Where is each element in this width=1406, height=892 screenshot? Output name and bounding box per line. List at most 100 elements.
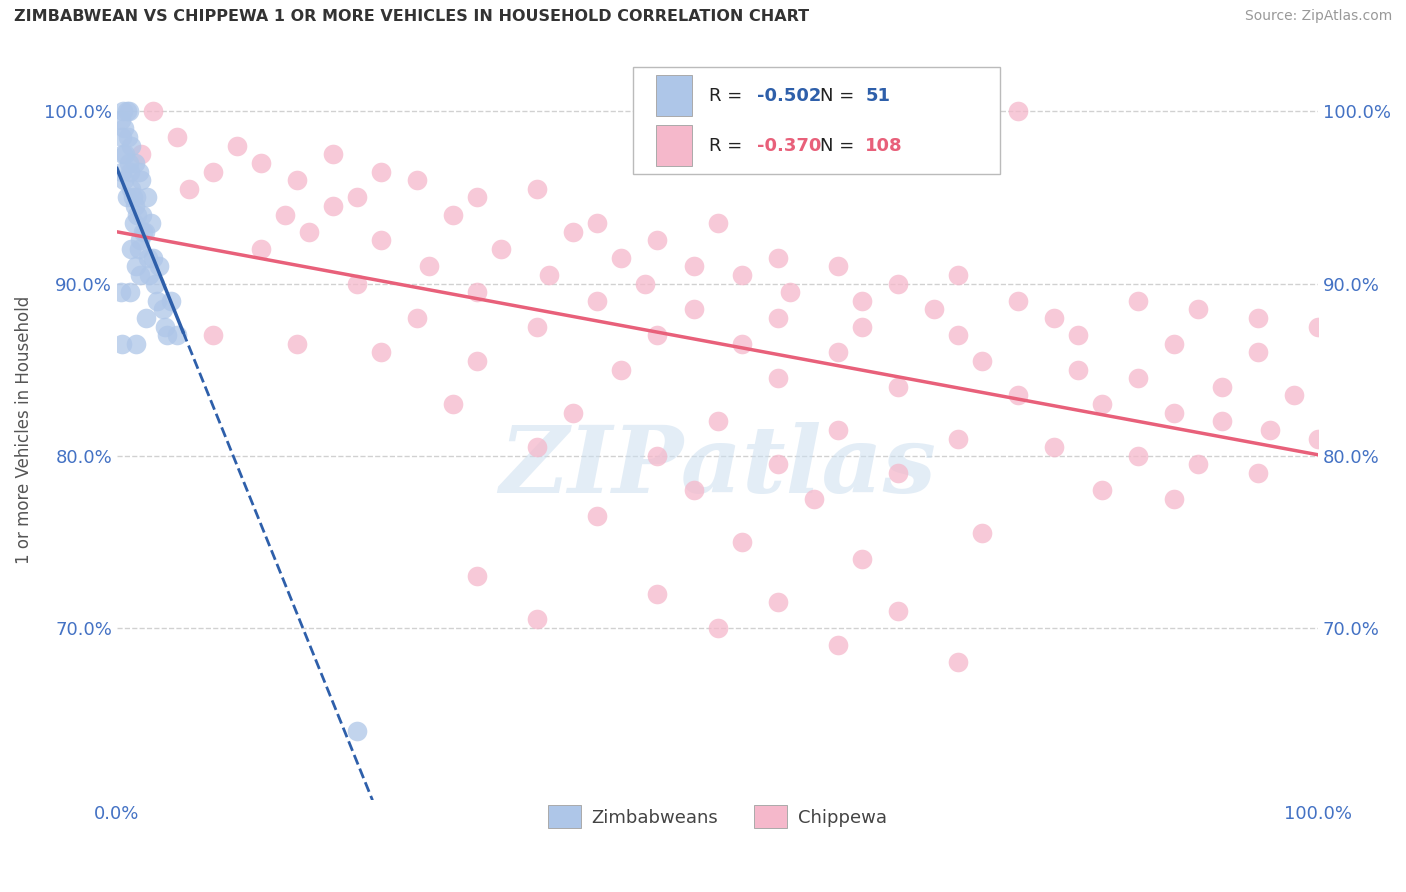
- Point: [125, 336, 148, 351]
- Point: [202, 164, 225, 178]
- Point: [491, 242, 513, 256]
- Point: [125, 260, 148, 274]
- Point: [136, 190, 159, 204]
- Point: [124, 199, 146, 213]
- Point: [766, 371, 789, 385]
- Point: [827, 345, 849, 359]
- Point: [122, 216, 145, 230]
- Point: [970, 354, 993, 368]
- Point: [136, 251, 159, 265]
- Text: R =: R =: [709, 87, 748, 104]
- Point: [120, 285, 142, 299]
- Point: [121, 190, 143, 204]
- Point: [370, 164, 392, 178]
- Point: [134, 225, 156, 239]
- Point: [803, 491, 825, 506]
- Point: [111, 130, 134, 145]
- Text: 51: 51: [865, 87, 890, 104]
- Point: [886, 604, 908, 618]
- Point: [114, 147, 136, 161]
- Point: [250, 156, 273, 170]
- Text: 108: 108: [865, 136, 903, 154]
- Point: [115, 104, 138, 119]
- Point: [946, 328, 969, 343]
- Point: [465, 354, 488, 368]
- Point: [111, 104, 134, 119]
- Point: [120, 138, 142, 153]
- Point: [1247, 310, 1270, 325]
- Point: [120, 242, 142, 256]
- Point: [128, 242, 150, 256]
- Point: [922, 302, 945, 317]
- Text: R =: R =: [709, 136, 748, 154]
- Point: [706, 216, 728, 230]
- Point: [152, 302, 174, 317]
- Text: -0.502: -0.502: [758, 87, 821, 104]
- Point: [647, 328, 669, 343]
- Point: [730, 336, 752, 351]
- Legend: Zimbabweans, Chippewa: Zimbabweans, Chippewa: [541, 798, 894, 836]
- Text: -0.370: -0.370: [758, 136, 821, 154]
- Point: [1163, 491, 1185, 506]
- Point: [526, 319, 548, 334]
- Point: [406, 310, 429, 325]
- Point: [586, 293, 609, 308]
- Point: [346, 277, 368, 291]
- Point: [1007, 104, 1029, 119]
- Point: [120, 164, 142, 178]
- Point: [128, 234, 150, 248]
- Point: [145, 277, 167, 291]
- Point: [851, 552, 873, 566]
- Point: [132, 225, 155, 239]
- Point: [142, 251, 165, 265]
- Point: [946, 432, 969, 446]
- Point: [118, 104, 141, 119]
- Point: [946, 656, 969, 670]
- Point: [766, 251, 789, 265]
- Point: [110, 112, 132, 127]
- Point: [156, 328, 179, 343]
- Point: [298, 225, 321, 239]
- Point: [160, 293, 183, 308]
- Point: [586, 216, 609, 230]
- Point: [647, 586, 669, 600]
- Point: [1308, 319, 1330, 334]
- Point: [827, 423, 849, 437]
- Point: [166, 130, 188, 145]
- Point: [112, 121, 135, 136]
- Text: ZIMBABWEAN VS CHIPPEWA 1 OR MORE VEHICLES IN HOUSEHOLD CORRELATION CHART: ZIMBABWEAN VS CHIPPEWA 1 OR MORE VEHICLE…: [14, 9, 810, 24]
- Point: [128, 164, 150, 178]
- Point: [441, 397, 464, 411]
- Point: [1126, 449, 1149, 463]
- Point: [610, 251, 633, 265]
- Point: [562, 225, 585, 239]
- Point: [1211, 380, 1233, 394]
- Point: [1211, 414, 1233, 428]
- Point: [1043, 440, 1066, 454]
- Point: [285, 336, 308, 351]
- Point: [706, 414, 728, 428]
- Point: [117, 130, 139, 145]
- Text: ZIPatlas: ZIPatlas: [499, 422, 936, 512]
- Point: [562, 406, 585, 420]
- Point: [526, 612, 548, 626]
- Point: [465, 569, 488, 583]
- Point: [142, 104, 165, 119]
- Point: [465, 190, 488, 204]
- Point: [465, 285, 488, 299]
- Point: [250, 242, 273, 256]
- Point: [886, 380, 908, 394]
- FancyBboxPatch shape: [634, 67, 1000, 175]
- Point: [1163, 336, 1185, 351]
- Point: [730, 534, 752, 549]
- Point: [1007, 388, 1029, 402]
- Point: [766, 595, 789, 609]
- Point: [647, 449, 669, 463]
- Point: [851, 293, 873, 308]
- Point: [682, 483, 704, 498]
- Point: [148, 260, 170, 274]
- Point: [274, 208, 297, 222]
- Point: [779, 285, 801, 299]
- Point: [766, 458, 789, 472]
- Point: [1282, 388, 1305, 402]
